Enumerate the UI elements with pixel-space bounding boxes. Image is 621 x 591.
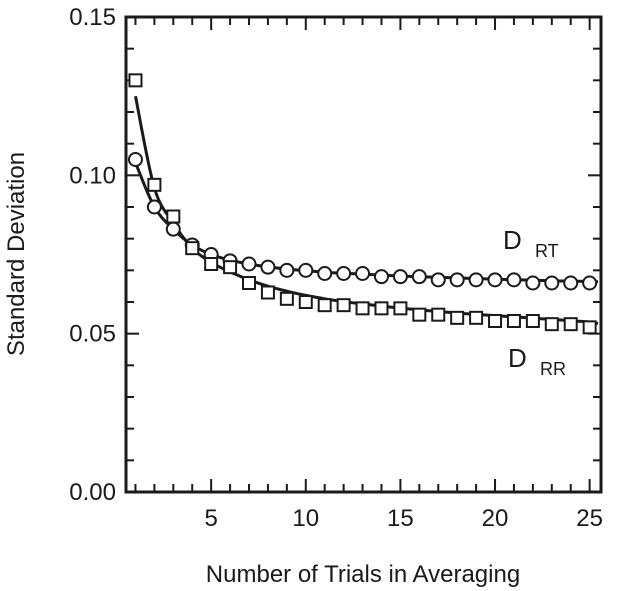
- drt-point: [298, 262, 314, 278]
- drr-point: [525, 314, 540, 328]
- drt-point: [146, 199, 162, 215]
- series-label-drt-main: D: [503, 225, 522, 255]
- data-markers: [127, 73, 598, 335]
- x-tick-label: 10: [292, 505, 319, 532]
- drr-point: [166, 209, 181, 224]
- drt-point: [165, 221, 181, 237]
- y-tick-label: 0.05: [69, 321, 116, 348]
- drt-point: [563, 275, 579, 291]
- series-label-drt-sub: RT: [535, 241, 559, 261]
- drt-point: [468, 272, 484, 288]
- drt-point: [241, 256, 257, 272]
- drr-point: [204, 257, 219, 271]
- drt-point: [525, 275, 541, 291]
- y-tick-label: 0.10: [69, 162, 116, 189]
- x-axis-label: Number of Trials in Averaging: [206, 561, 520, 588]
- y-axis-label: Standard Deviation: [3, 152, 30, 356]
- fit-curves: [134, 95, 599, 325]
- drt-point: [506, 272, 522, 288]
- drt-point: [279, 262, 295, 278]
- series-label-drr-sub: RR: [540, 359, 566, 379]
- drr-point: [412, 307, 427, 322]
- drr-point: [374, 301, 389, 316]
- drr-point: [185, 241, 200, 256]
- series-label-drr: D RR: [508, 343, 566, 379]
- drr-point: [147, 177, 162, 192]
- drt-point: [317, 266, 333, 281]
- drr-point: [336, 298, 351, 313]
- drr-point: [355, 301, 370, 316]
- drt-point: [127, 152, 143, 167]
- x-tick-label: 20: [482, 505, 509, 532]
- axis-ticks: [126, 17, 601, 492]
- drr-point: [393, 301, 408, 316]
- drr-point: [431, 307, 446, 322]
- drr-point: [298, 295, 313, 309]
- drr-point: [317, 298, 332, 313]
- axis-tick-labels: 5 10 15 20 25 0.00 0.05 0.10 0.15: [69, 4, 603, 532]
- x-tick-label: 15: [387, 505, 414, 532]
- drt-point: [449, 272, 465, 288]
- drt-point: [355, 266, 371, 281]
- drr-point: [488, 314, 503, 328]
- series-label-drr-main: D: [508, 343, 527, 373]
- drr-point: [563, 317, 578, 332]
- y-tick-label: 0.00: [69, 479, 116, 506]
- y-tick-label: 0.15: [69, 4, 116, 31]
- drt-point: [582, 275, 598, 291]
- drt-point: [336, 266, 352, 281]
- x-tick-label: 25: [576, 505, 603, 532]
- x-tick-label: 5: [204, 505, 217, 532]
- drr-point: [469, 310, 484, 325]
- drr-point: [582, 320, 597, 335]
- drr-point: [242, 276, 257, 290]
- series-label-drt: D RT: [503, 225, 559, 261]
- drt-point: [411, 269, 427, 285]
- drr-point: [544, 317, 559, 332]
- drr-point: [223, 260, 238, 275]
- drr-point: [128, 73, 143, 88]
- drt-point: [544, 275, 560, 291]
- drr-point: [450, 310, 465, 325]
- drr-point: [279, 291, 294, 306]
- fit-curve-drr: [134, 95, 599, 325]
- drt-point: [430, 272, 446, 288]
- drt-point: [392, 269, 408, 285]
- drt-point: [487, 272, 503, 288]
- drt-point: [373, 269, 389, 285]
- drt-point: [260, 259, 276, 275]
- drr-point: [260, 285, 275, 300]
- drr-point: [506, 314, 521, 328]
